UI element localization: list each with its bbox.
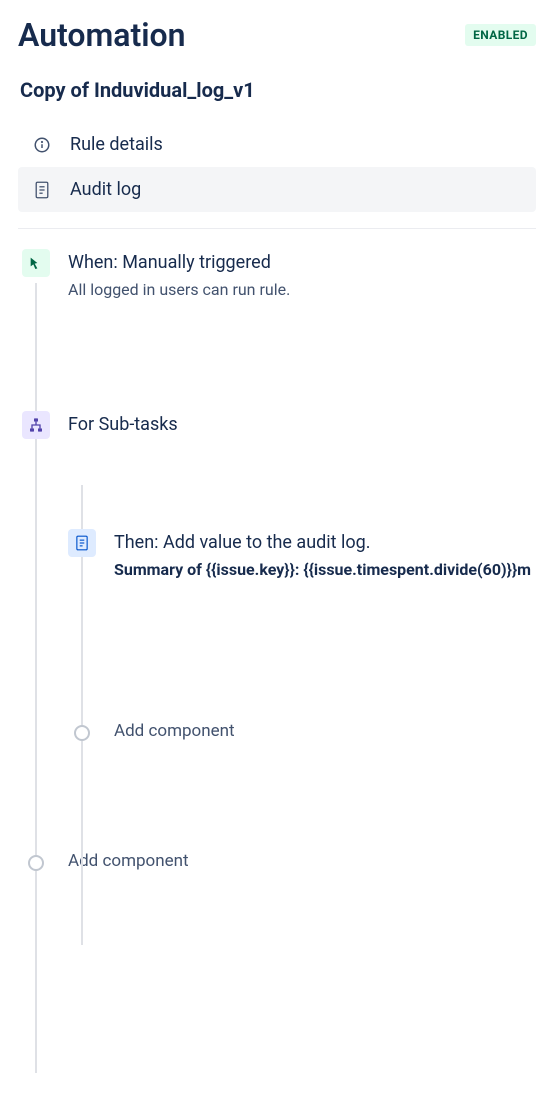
connector-line — [35, 283, 37, 1073]
document-icon — [32, 180, 52, 200]
add-component-outer[interactable]: Add component — [22, 851, 536, 871]
rule-branch-node[interactable]: For Sub-tasks — [22, 411, 536, 439]
action-icon — [68, 529, 96, 557]
nav-item-label: Rule details — [70, 134, 163, 155]
trigger-icon — [22, 249, 50, 277]
add-component-label: Add component — [114, 721, 235, 741]
branch-title: For Sub-tasks — [68, 413, 536, 437]
add-component-nested[interactable]: Add component — [68, 721, 536, 741]
rule-name: Copy of Induvidual_log_v1 — [18, 78, 536, 102]
add-component-label: Add component — [68, 851, 189, 871]
branch-icon — [22, 411, 50, 439]
status-badge: ENABLED — [465, 24, 536, 46]
rule-action-node[interactable]: Then: Add value to the audit log. Summar… — [68, 529, 536, 581]
trigger-subtitle: All logged in users can run rule. — [68, 279, 536, 301]
add-circle-icon — [28, 855, 44, 871]
add-circle-icon — [74, 725, 90, 741]
nav-item-label: Audit log — [70, 179, 141, 200]
divider — [18, 228, 536, 229]
trigger-title: When: Manually triggered — [68, 251, 536, 275]
rule-trigger-node[interactable]: When: Manually triggered All logged in u… — [22, 249, 536, 301]
page-title: Automation — [18, 16, 186, 54]
nav-audit-log[interactable]: Audit log — [18, 167, 536, 212]
action-detail: Summary of {{issue.key}}: {{issue.timesp… — [114, 559, 536, 581]
info-icon — [32, 135, 52, 155]
nav-rule-details[interactable]: Rule details — [18, 122, 536, 167]
action-title: Then: Add value to the audit log. — [114, 531, 536, 555]
